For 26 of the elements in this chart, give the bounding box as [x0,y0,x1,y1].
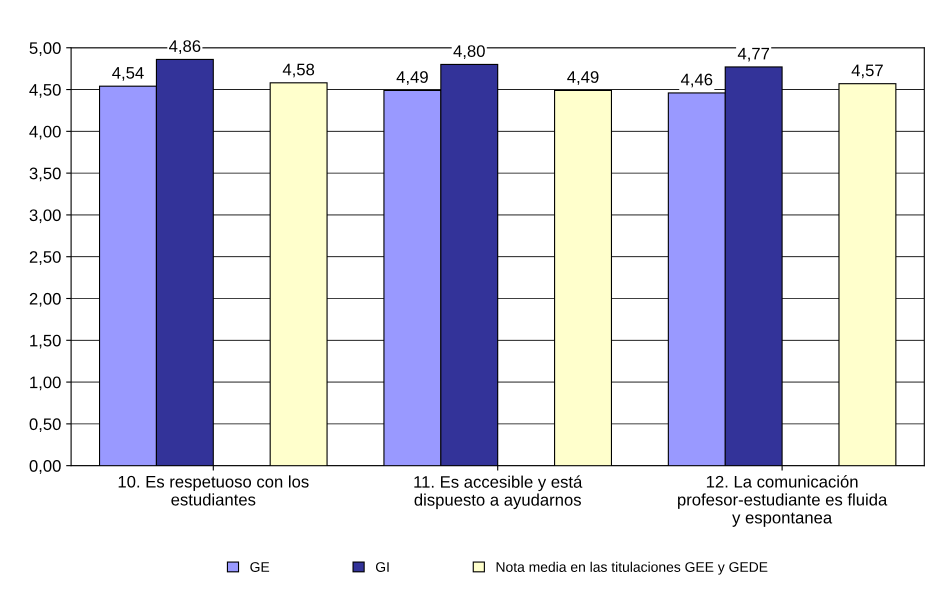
x-tick-label: 10. Es respetuoso con los estudiantes [118,475,309,506]
x-tick-label: 11. Es accesible y está dispuesto a ayudarnos [414,475,582,510]
y-tick-label: 5,00 [30,42,61,56]
data-label: 4,57 [852,64,883,78]
legend-label: Nota media en las titulaciones GEE y GEDE [496,562,768,575]
data-label: 4,46 [680,74,712,88]
y-tick-label: 2,50 [30,251,61,265]
data-label: 4,54 [112,67,144,81]
y-tick-label: 3,50 [30,168,61,182]
y-tick-label: 0,00 [30,460,61,474]
data-label: 4,86 [169,40,200,54]
data-label: 4,58 [282,64,314,78]
legend-label: GE [250,562,270,572]
y-tick-label: 2,00 [30,292,61,307]
data-label: 4,77 [738,48,770,62]
y-tick-label: 1,00 [30,376,61,390]
y-tick-label: 1,50 [30,334,61,348]
y-tick-label: 3,00 [30,209,61,224]
data-label: 4,80 [453,45,485,59]
y-tick-label: 4,00 [29,126,61,140]
legend-label: GI [376,562,389,572]
data-label: 4,49 [396,71,428,85]
x-tick-label: 12. La comunicación profesor-estudiante es fluida y espontanea [678,475,888,527]
data-label: 4,49 [567,71,598,85]
y-tick-label: 0,50 [30,418,61,432]
y-tick-label: 4,50 [29,84,61,98]
